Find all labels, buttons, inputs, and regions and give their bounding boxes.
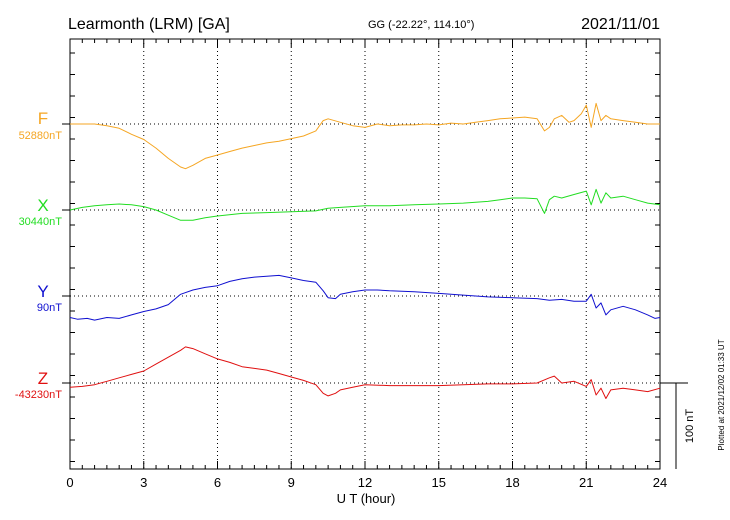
scale-bar-label: 100 nT bbox=[684, 409, 696, 444]
x-tick-label: 0 bbox=[66, 475, 73, 490]
x-axis-label: U T (hour) bbox=[337, 491, 396, 506]
grid-lines bbox=[143, 39, 587, 469]
series-lines bbox=[69, 102, 661, 399]
x-tick-label: 15 bbox=[432, 475, 446, 490]
series-baseline-value-f: 52880nT bbox=[19, 130, 63, 142]
series-line-f bbox=[70, 102, 660, 170]
plot-date: 2021/11/01 bbox=[581, 16, 660, 33]
x-tick-label: 18 bbox=[505, 475, 519, 490]
series-baseline-value-z: -43230nT bbox=[15, 389, 62, 401]
x-tick-label: 6 bbox=[214, 475, 221, 490]
series-name-z: Z bbox=[38, 369, 48, 388]
series-name-x: X bbox=[37, 196, 48, 215]
x-tick-label: 21 bbox=[579, 475, 593, 490]
series-baselines bbox=[62, 123, 660, 384]
series-line-y bbox=[69, 274, 661, 321]
series-name-f: F bbox=[38, 109, 48, 128]
axis-ticks bbox=[69, 39, 661, 469]
series-baseline-value-x: 30440nT bbox=[19, 216, 63, 228]
x-tick-label: 12 bbox=[358, 475, 372, 490]
x-tick-label: 3 bbox=[140, 475, 147, 490]
geo-coordinates: GG (-22.22°, 114.10°) bbox=[368, 19, 474, 31]
x-tick-label: 24 bbox=[653, 475, 667, 490]
series-name-y: Y bbox=[37, 282, 48, 301]
series-line-x bbox=[69, 188, 661, 221]
series-line-z bbox=[69, 346, 661, 399]
station-title: Learmonth (LRM) [GA] bbox=[68, 16, 230, 33]
x-tick-labels: 0 3 6 9 12 15 18 21 24 bbox=[66, 475, 667, 490]
x-tick-label: 9 bbox=[288, 475, 295, 490]
scale-bar: 100 nT bbox=[660, 382, 696, 469]
plotted-timestamp: Plotted at 2021/12/02 01:33 UT bbox=[717, 339, 726, 450]
series-baseline-value-y: 90nT bbox=[37, 302, 62, 314]
